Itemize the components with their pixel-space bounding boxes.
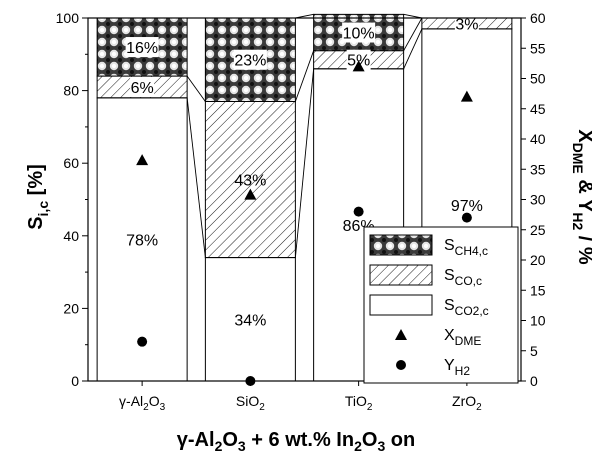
right-tick-label: 30	[530, 192, 546, 208]
right-y-axis-title: XDME & YH2 / %	[570, 129, 592, 265]
left-y-axis: 0 20 40 60 80 100	[56, 10, 88, 389]
y-h2-marker-3	[353, 206, 364, 217]
label-ch4-3: 10%	[343, 26, 375, 43]
left-tick-label: 0	[71, 373, 79, 389]
legend: SCH4,c SCO,c SCO2,c XDME YH2	[363, 226, 519, 384]
label-co2-1: 78%	[126, 232, 158, 249]
legend-label-ch4: SCH4,c	[444, 237, 488, 258]
right-tick-label: 40	[530, 131, 546, 147]
right-tick-label: 0	[530, 373, 538, 389]
right-tick-label: 60	[530, 10, 546, 26]
stack-connector-lines	[186, 13, 423, 258]
legend-label-yh2: YH2	[444, 357, 470, 378]
legend-label-xdme: XDME	[444, 327, 481, 348]
bar-segment-co2-1	[96, 97, 188, 382]
markers	[136, 60, 473, 386]
left-tick-label: 80	[63, 83, 79, 99]
connector-line	[294, 68, 315, 258]
legend-swatch-co2	[369, 294, 433, 316]
label-background	[233, 49, 267, 70]
right-tick-label: 45	[530, 101, 546, 117]
left-tick-label: 40	[63, 228, 79, 244]
label-background	[125, 37, 159, 58]
right-tick-label: 20	[530, 252, 546, 268]
legend-label-co: SCO,c	[444, 267, 482, 288]
connector-line	[186, 97, 206, 258]
left-tick-label: 20	[63, 300, 79, 316]
right-tick-label: 25	[530, 222, 546, 238]
x-dme-marker-4	[460, 90, 473, 102]
legend-marker-yh2	[396, 360, 406, 370]
y-h2-marker-4	[461, 212, 472, 223]
connector-line	[403, 28, 423, 70]
x-axis: γ-Al2O3 SiO2 TiO2 ZrO2	[119, 381, 482, 413]
label-background	[342, 22, 376, 43]
right-tick-label: 10	[530, 313, 546, 329]
x-dme-marker-1	[136, 154, 149, 166]
legend-marker-xdme	[395, 329, 407, 340]
label-co2-4: 97%	[451, 198, 483, 215]
label-background	[346, 49, 371, 70]
x-dme-marker-3	[352, 60, 365, 72]
right-tick-label: 15	[530, 282, 546, 298]
connector-line	[294, 50, 315, 102]
label-background	[130, 76, 155, 97]
left-y-axis-title: Si,c [%]	[25, 164, 51, 230]
connector-line	[403, 13, 422, 19]
label-ch4-2: 23%	[234, 53, 266, 70]
legend-swatch-co	[369, 264, 433, 286]
x-axis-title: γ-Al2O3 + 6 wt.% In2O3 on	[177, 429, 415, 454]
left-tick-label: 60	[63, 155, 79, 171]
connector-line	[186, 75, 206, 102]
label-ch4-1: 16%	[126, 40, 158, 57]
x-tick-label-3: TiO2	[345, 393, 373, 413]
x-tick-label-1: γ-Al2O3	[119, 393, 166, 413]
right-y-axis: 0 5 10 15 20 25 30 35 40 45 50 55 60	[521, 10, 546, 389]
right-tick-label: 50	[530, 71, 546, 87]
right-tick-label: 55	[530, 40, 546, 56]
y-h2-marker-1	[137, 336, 148, 347]
connector-line	[403, 17, 423, 51]
label-co-4: 3%	[455, 16, 478, 33]
label-co-1: 6%	[131, 80, 154, 97]
left-tick-label: 100	[56, 10, 80, 26]
legend-label-co2: SCO2,c	[444, 297, 489, 318]
right-tick-label: 5	[530, 343, 538, 359]
x-tick-label-2: SiO2	[236, 393, 265, 413]
right-tick-label: 35	[530, 161, 546, 177]
connector-line	[295, 13, 314, 19]
label-co2-2: 34%	[234, 312, 266, 329]
x-dme-marker-2	[244, 188, 257, 200]
label-co-2: 43%	[234, 173, 266, 190]
x-tick-label-4: ZrO2	[452, 393, 482, 413]
stacked-bars	[96, 13, 513, 382]
legend-swatch-ch4	[369, 234, 433, 256]
